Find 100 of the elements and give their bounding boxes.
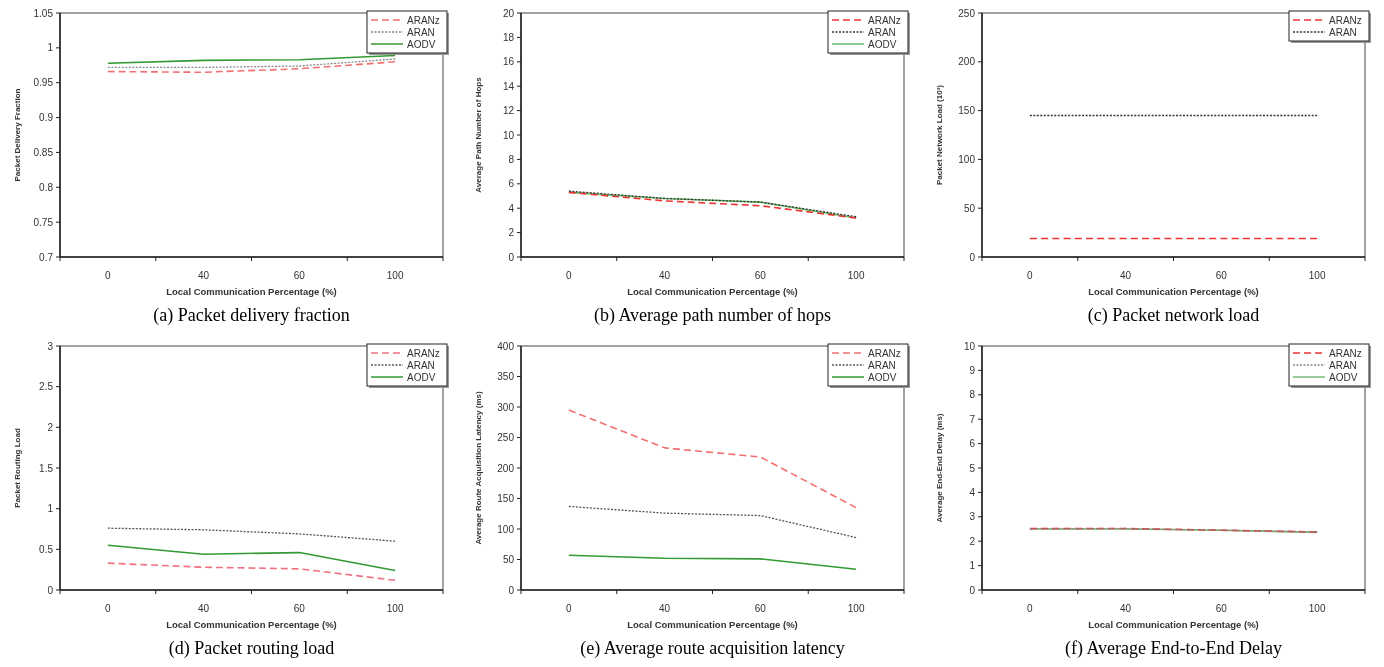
y-tick-label: 50 — [963, 202, 976, 214]
legend-label: ARANz — [868, 347, 901, 359]
x-tick-label: 40 — [1120, 270, 1132, 281]
y-tick-label: 2 — [508, 227, 515, 239]
y-tick-label: 1 — [47, 503, 54, 515]
legend-label: ARANz — [868, 14, 901, 26]
y-tick-label: 50 — [502, 554, 515, 565]
legend-label: ARANz — [1329, 347, 1362, 359]
x-tick-label: 60 — [293, 603, 306, 614]
y-tick-label: 350 — [497, 371, 515, 382]
y-tick-label: 1.05 — [33, 7, 54, 19]
y-tick-label: 5 — [969, 462, 976, 474]
legend-label: ARANz — [407, 347, 440, 359]
legend-label: AODV — [407, 38, 436, 50]
y-tick-label: 200 — [958, 56, 976, 68]
x-tick-label: 0 — [105, 603, 112, 614]
legend-label: ARAN — [407, 359, 435, 371]
x-axis-title: Local Communication Percentage (%) — [166, 286, 337, 297]
x-tick-label: 60 — [754, 603, 767, 614]
y-axis-title: Average End-End Delay (ms) — [935, 413, 944, 523]
y-tick-label: 6 — [508, 178, 515, 190]
legend-label: ARAN — [868, 359, 896, 371]
legend-label: ARAN — [1329, 26, 1357, 38]
y-tick-label: 9 — [969, 364, 976, 376]
y-tick-label: 100 — [958, 153, 976, 165]
y-tick-label: 0.7 — [39, 251, 54, 263]
y-tick-label: 3 — [47, 340, 54, 352]
y-tick-label: 0.5 — [39, 543, 54, 555]
legend-label: AODV — [407, 371, 436, 383]
y-tick-label: 2.5 — [39, 381, 54, 393]
x-tick-label: 0 — [105, 270, 112, 281]
line-series — [568, 505, 857, 539]
y-axis-title: Average Route Acquisition Latency (ms) — [474, 391, 483, 545]
y-tick-label: 250 — [497, 432, 515, 443]
x-axis-title: Local Communication Percentage (%) — [166, 619, 337, 630]
y-axis-title: Packet Delivery Fraction — [13, 88, 22, 182]
x-tick-label: 40 — [659, 270, 671, 281]
y-tick-label: 4 — [969, 486, 976, 498]
y-tick-label: 12 — [502, 105, 515, 117]
y-tick-label: 3 — [969, 511, 976, 523]
legend-label: ARAN — [1329, 359, 1357, 371]
y-axis-title: Average Path Number of Hops — [474, 76, 483, 193]
line-series — [107, 61, 396, 74]
x-tick-label: 0 — [566, 270, 573, 281]
y-tick-label: 1.5 — [39, 462, 54, 474]
y-tick-label: 0.85 — [33, 146, 54, 158]
text: (e) Average route acquisition latency — [580, 638, 845, 659]
x-tick-label: 40 — [198, 603, 210, 614]
legend-label: AODV — [868, 38, 897, 50]
x-tick-label: 60 — [754, 270, 767, 281]
y-tick-label: 1 — [47, 42, 54, 54]
y-tick-label: 16 — [502, 56, 515, 68]
line-series — [107, 54, 396, 64]
y-tick-label: 10 — [963, 340, 976, 352]
y-tick-label: 400 — [497, 340, 515, 352]
y-tick-label: 6 — [969, 438, 976, 450]
y-axis-title: Packet Routing Load — [13, 428, 22, 508]
y-tick-label: 150 — [958, 105, 976, 117]
y-tick-label: 2 — [969, 535, 976, 547]
x-tick-label: 40 — [1120, 603, 1132, 614]
y-tick-label: 18 — [502, 31, 515, 43]
y-tick-label: 0.9 — [39, 112, 54, 124]
x-tick-label: 60 — [1215, 603, 1228, 614]
x-tick-label: 0 — [1027, 603, 1034, 614]
x-tick-label: 60 — [1215, 270, 1228, 281]
y-tick-label: 0 — [969, 584, 976, 596]
text: (d) Packet routing load — [168, 638, 335, 659]
legend-label: AODV — [1329, 371, 1358, 383]
x-axis-title: Local Communication Percentage (%) — [627, 286, 798, 297]
y-tick-label: 20 — [502, 7, 515, 19]
legend-label: AODV — [868, 371, 897, 383]
x-tick-label: 100 — [847, 270, 865, 281]
x-axis-title: Local Communication Percentage (%) — [627, 619, 798, 630]
x-axis-title: Local Communication Percentage (%) — [1088, 619, 1259, 630]
y-tick-label: 300 — [497, 401, 515, 413]
x-tick-label: 100 — [386, 603, 404, 614]
y-tick-label: 4 — [508, 202, 515, 214]
y-tick-label: 0.95 — [33, 77, 54, 89]
y-tick-label: 1 — [969, 560, 976, 572]
y-tick-label: 0 — [47, 584, 54, 596]
x-tick-label: 60 — [293, 270, 306, 281]
y-tick-label: 8 — [508, 153, 515, 165]
x-axis-title: Local Communication Percentage (%) — [1088, 286, 1259, 297]
y-tick-label: 14 — [502, 80, 515, 92]
legend-label: ARAN — [407, 26, 435, 38]
legend-label: ARANz — [1329, 14, 1362, 26]
x-tick-label: 100 — [386, 270, 404, 281]
y-tick-label: 8 — [969, 389, 976, 401]
text: (c) Packet network load — [1087, 305, 1260, 326]
y-tick-label: 2 — [47, 421, 54, 433]
text: (f) Average End-to-End Delay — [1064, 638, 1283, 659]
y-tick-label: 0 — [969, 251, 976, 263]
y-tick-label: 0.75 — [33, 216, 54, 228]
y-tick-label: 0 — [508, 251, 515, 263]
x-tick-label: 100 — [1308, 603, 1326, 614]
x-tick-label: 100 — [1308, 270, 1326, 281]
line-series — [107, 562, 396, 582]
y-tick-label: 100 — [497, 523, 515, 535]
legend-label: ARAN — [868, 26, 896, 38]
y-tick-label: 0 — [508, 584, 515, 596]
